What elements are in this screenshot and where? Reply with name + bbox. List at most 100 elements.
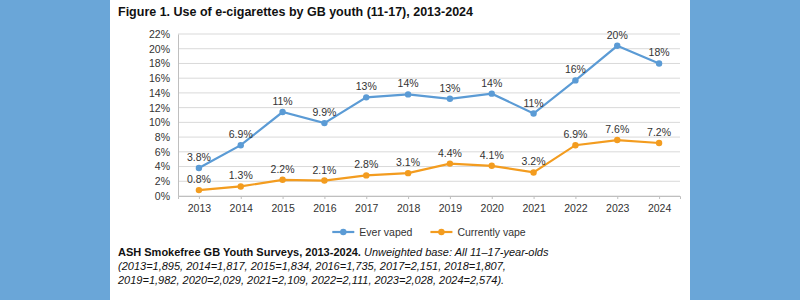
point (447, 160, 453, 166)
data-label: 11% (523, 97, 543, 109)
y-tick: 16% (149, 72, 178, 84)
data-label: 0.8% (187, 173, 211, 185)
point (405, 170, 411, 176)
x-tick-mark (534, 196, 535, 199)
data-label: 4.1% (480, 149, 504, 161)
point (405, 91, 411, 97)
point (196, 165, 202, 171)
grid-line (178, 63, 680, 64)
source: ASH Smokefree GB Youth Surveys, 2013-202… (118, 246, 364, 258)
data-label: 14% (481, 77, 502, 89)
x-tick-label: 2016 (313, 202, 337, 214)
y-tick-label: 10% (149, 116, 170, 128)
note-line: (2013=1,895, 2014=1,817, 2015=1,834, 201… (118, 260, 506, 272)
legend: Ever vapedCurrently vape (332, 226, 526, 238)
y-tick-label: 20% (149, 43, 170, 55)
data-label: 14% (398, 77, 419, 89)
chart: Figure 1. Use of e-cigarettes by GB yout… (0, 0, 800, 300)
point (238, 142, 244, 148)
x-tick-label: 2023 (606, 202, 630, 214)
y-tick: 14% (149, 87, 178, 99)
x-tick-mark (241, 196, 242, 199)
x-tick-label: 2020 (481, 202, 505, 214)
data-label: 13% (439, 82, 460, 94)
y-tick: 18% (149, 57, 178, 69)
point (489, 90, 495, 96)
legend-marker (438, 229, 444, 235)
legend-marker (340, 229, 346, 235)
panel (110, 0, 690, 300)
title: Figure 1. Use of e-cigarettes by GB yout… (118, 5, 473, 19)
x-tick: 2013 (188, 196, 212, 214)
grid-line (178, 34, 680, 35)
legend-label: Currently vape (457, 226, 525, 238)
point (572, 77, 578, 83)
x-tick-label: 2022 (564, 202, 588, 214)
x-tick-label: 2019 (439, 202, 463, 214)
x-tick: 2020 (481, 196, 505, 214)
x-tick: 2019 (439, 196, 463, 214)
x-tick-mark (408, 196, 409, 199)
point (572, 142, 578, 148)
grid-line (178, 181, 680, 182)
x-tick-mark (450, 196, 451, 199)
x-tick-mark (492, 196, 493, 199)
grid-line (178, 48, 680, 49)
x-tick: 2015 (271, 196, 295, 214)
data-label: 6.9% (229, 128, 253, 140)
y-tick-label: 22% (149, 28, 170, 40)
data-label: 2.2% (271, 163, 295, 175)
point (363, 172, 369, 178)
y-tick: 6% (155, 146, 178, 158)
x-tick: 2021 (522, 196, 546, 214)
data-label: 18% (649, 46, 670, 58)
y-tick-label: 4% (155, 160, 170, 172)
grid (178, 34, 680, 196)
x-tick-mark (617, 196, 618, 199)
y-tick-label: 18% (149, 57, 170, 69)
y-tick: 8% (155, 131, 178, 143)
point (530, 169, 536, 175)
series-line (199, 140, 659, 190)
point (530, 110, 536, 116)
point (279, 177, 285, 183)
y-tick: 4% (155, 160, 178, 172)
marks (196, 43, 663, 194)
grid-line (178, 137, 680, 138)
point (614, 43, 620, 49)
y-tick: 0% (155, 190, 178, 202)
data-label: 7.2% (647, 126, 671, 138)
caption: ASH Smokefree GB Youth Surveys, 2013-202… (117, 246, 549, 286)
grid-line (178, 151, 680, 152)
x-tick: 2023 (606, 196, 630, 214)
x-tick: 2024 (648, 196, 672, 214)
note-line: Unweighted base: All 11–17-year-olds (364, 246, 549, 258)
grid-line (178, 78, 680, 79)
point (196, 187, 202, 193)
x-tick-mark (324, 196, 325, 199)
data-labels: 3.8%6.9%11%9.9%13%14%13%14%11%16%20%18%0… (187, 29, 671, 185)
x-tick-mark (366, 196, 367, 199)
data-label: 11% (272, 95, 292, 107)
x-tick-label: 2024 (648, 202, 672, 214)
point (614, 137, 620, 143)
y-tick-label: 6% (155, 146, 170, 158)
point (238, 183, 244, 189)
x-tick: 2016 (313, 196, 337, 214)
x-tick: 2017 (355, 196, 379, 214)
x-tick-mark (659, 196, 660, 199)
x-tick: 2018 (397, 196, 421, 214)
data-label: 2.1% (312, 164, 336, 176)
y-axis: 0%2%4%6%8%10%12%14%16%18%20%22% (149, 28, 179, 202)
data-label: 1.3% (229, 169, 253, 181)
y-tick-label: 16% (149, 72, 170, 84)
x-tick-label: 2018 (397, 202, 421, 214)
y-tick: 12% (149, 101, 178, 113)
x-axis-line (179, 197, 681, 200)
point (656, 140, 662, 146)
data-label: 20% (607, 29, 628, 41)
y-tick: 10% (149, 116, 178, 128)
point (656, 60, 662, 66)
x-tick: 2014 (230, 196, 254, 214)
x-tick-mark (575, 196, 576, 199)
